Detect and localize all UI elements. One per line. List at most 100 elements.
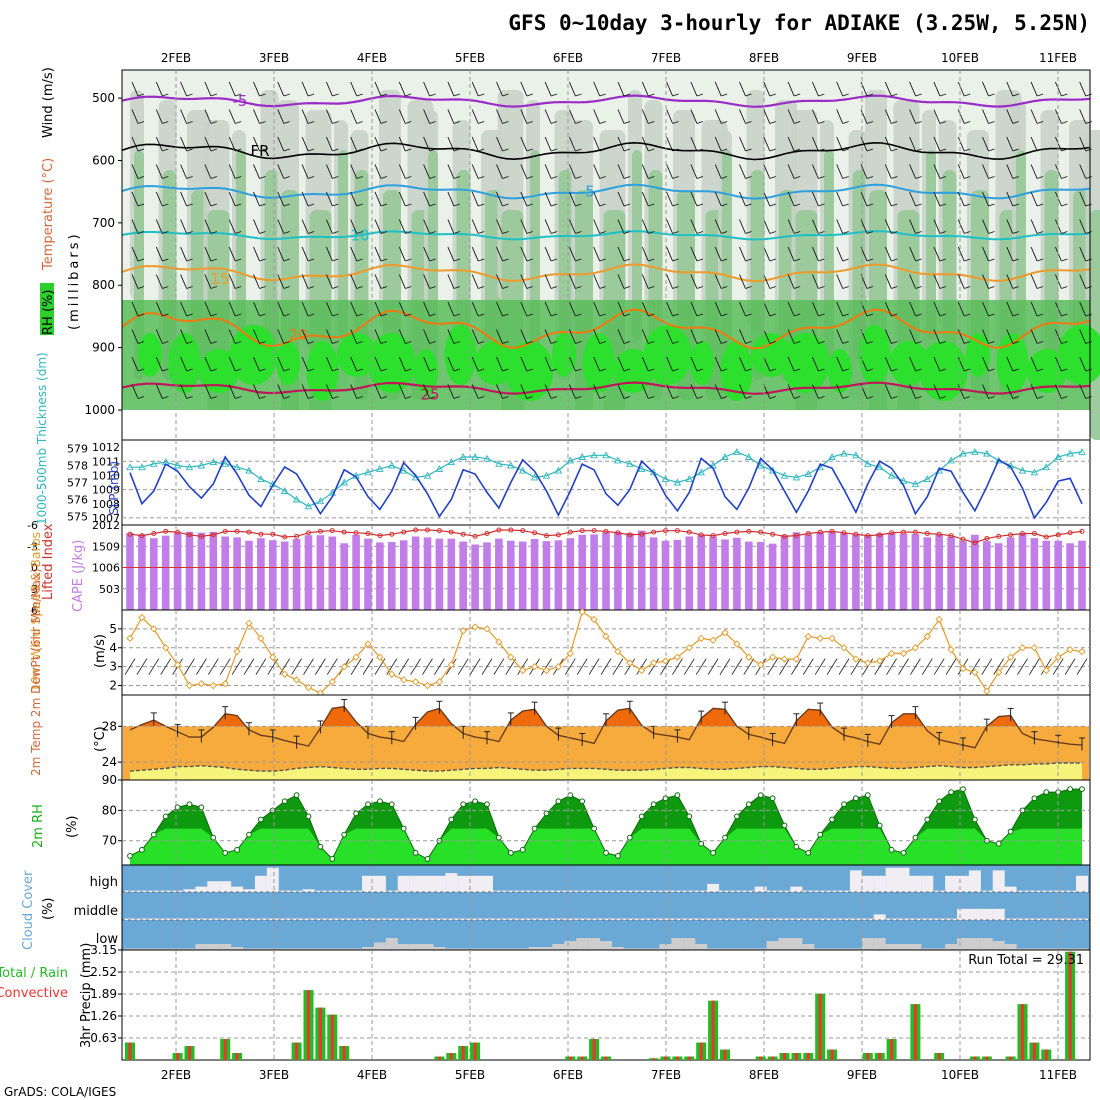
thickness-point: [923, 475, 932, 483]
wind-barb: [836, 81, 844, 97]
wind-barb-flag: [162, 396, 169, 399]
wind-barb-flag: [988, 313, 995, 317]
wind-barb: [398, 164, 406, 179]
wind-barb-flag: [137, 341, 145, 344]
rh-point: [424, 856, 431, 862]
wind-barb: [255, 658, 267, 675]
thickness-point: [447, 458, 456, 466]
cape-bar: [292, 539, 301, 610]
wind-barb-flag: [988, 368, 995, 372]
wind-barb: [253, 356, 260, 372]
wind-barb: [544, 329, 552, 344]
wind-barb: [447, 356, 455, 372]
cloud-bar-low: [933, 948, 946, 950]
wind-barb: [850, 658, 862, 675]
wind-barb-flag: [1061, 121, 1068, 124]
wind-barb-flag: [842, 368, 849, 372]
wind-barb-flag: [623, 231, 631, 234]
wind-barb-flag: [721, 176, 728, 179]
wind-barb-flag: [259, 341, 266, 344]
precip-convective-bar: [783, 1053, 786, 1060]
wind-barb-flag: [915, 368, 922, 372]
wind-barb-flag: [259, 396, 266, 399]
thickness-point: [209, 458, 218, 466]
wind-barb-flag: [162, 148, 169, 152]
wind-barb: [204, 246, 212, 262]
wind-barb-flag: [526, 148, 533, 152]
li-point: [246, 529, 252, 535]
pressure-tick: 600: [92, 153, 115, 167]
rh-saturated-blob: [168, 333, 201, 393]
wind-barb: [763, 164, 771, 179]
wind-barb: [1079, 356, 1087, 372]
wind-barb: [325, 164, 333, 179]
cloud-bar-low: [1040, 948, 1053, 950]
wind-barb-flag: [672, 258, 679, 262]
wind-speed-point: [995, 668, 1003, 676]
rh-point: [412, 849, 419, 856]
wind-barb-flag: [648, 176, 655, 179]
wind-barb-flag: [915, 176, 922, 179]
cloud-bar-high: [1052, 890, 1065, 892]
wind-barb: [714, 301, 722, 317]
wind-barb-flag: [648, 396, 655, 399]
wind-speed-point: [364, 640, 372, 648]
wind-barb: [568, 329, 576, 344]
li-point: [198, 533, 204, 539]
wind-barb: [1079, 219, 1087, 234]
wind-barb-flag: [721, 341, 728, 344]
cloud-bar-low: [457, 948, 470, 950]
cloud-bar-high: [719, 890, 731, 892]
wind-barb-flag: [1061, 313, 1068, 317]
cloud-bar-high: [1040, 890, 1053, 892]
wind-speed-point: [150, 625, 158, 633]
wind-barb-flag: [1036, 313, 1044, 317]
wind-barb-flag: [575, 148, 582, 152]
thickness-point: [483, 454, 491, 462]
rh-saturated-blob: [414, 349, 438, 393]
cloud-bar-high: [290, 890, 303, 892]
cloud-bar-low: [326, 948, 339, 950]
contour-freezing: [121, 141, 1091, 161]
wind-barb: [398, 191, 406, 207]
wind-barb-flag: [623, 93, 631, 97]
thickness-point: [875, 463, 884, 471]
wind-barb-flag: [769, 148, 776, 152]
cloud-bar-low: [683, 938, 696, 950]
thickness-point: [126, 463, 134, 471]
wind-barb: [350, 356, 358, 372]
cloud-bar-high: [754, 886, 767, 892]
wind-barb-flag: [137, 258, 145, 262]
wind-barb: [423, 191, 431, 207]
wind-barb: [933, 191, 941, 207]
wind-barb: [496, 356, 503, 372]
wind-barb: [243, 658, 255, 675]
wind-barb: [1064, 658, 1076, 675]
wind-barb-flag: [137, 121, 145, 124]
wind-barb: [884, 274, 892, 289]
thickness-point: [280, 487, 289, 494]
cloud-bar-high: [897, 867, 910, 892]
li-point: [317, 528, 323, 534]
wind-barb: [666, 109, 674, 124]
wind-barb-flag: [793, 341, 801, 344]
li-point: [936, 531, 942, 537]
cloud-bar-middle: [445, 918, 458, 920]
cloud-bar-high: [945, 875, 958, 892]
wind-barb: [301, 384, 309, 399]
li-point: [151, 531, 157, 536]
li-point: [520, 528, 526, 534]
cloud-bar-low: [159, 948, 172, 950]
wind-barb-flag: [405, 286, 412, 289]
li-point: [591, 528, 597, 534]
wind-barb-flag: [696, 341, 704, 344]
wind-barb: [496, 109, 503, 124]
wind-barb: [398, 301, 406, 317]
slp-tick: 1011: [92, 455, 120, 468]
wind-barb-flag: [793, 121, 801, 124]
wind-barb: [447, 136, 455, 152]
wind-barb-flag: [307, 396, 315, 399]
wind-barb: [714, 191, 722, 207]
cloud-bar-middle: [957, 908, 969, 920]
